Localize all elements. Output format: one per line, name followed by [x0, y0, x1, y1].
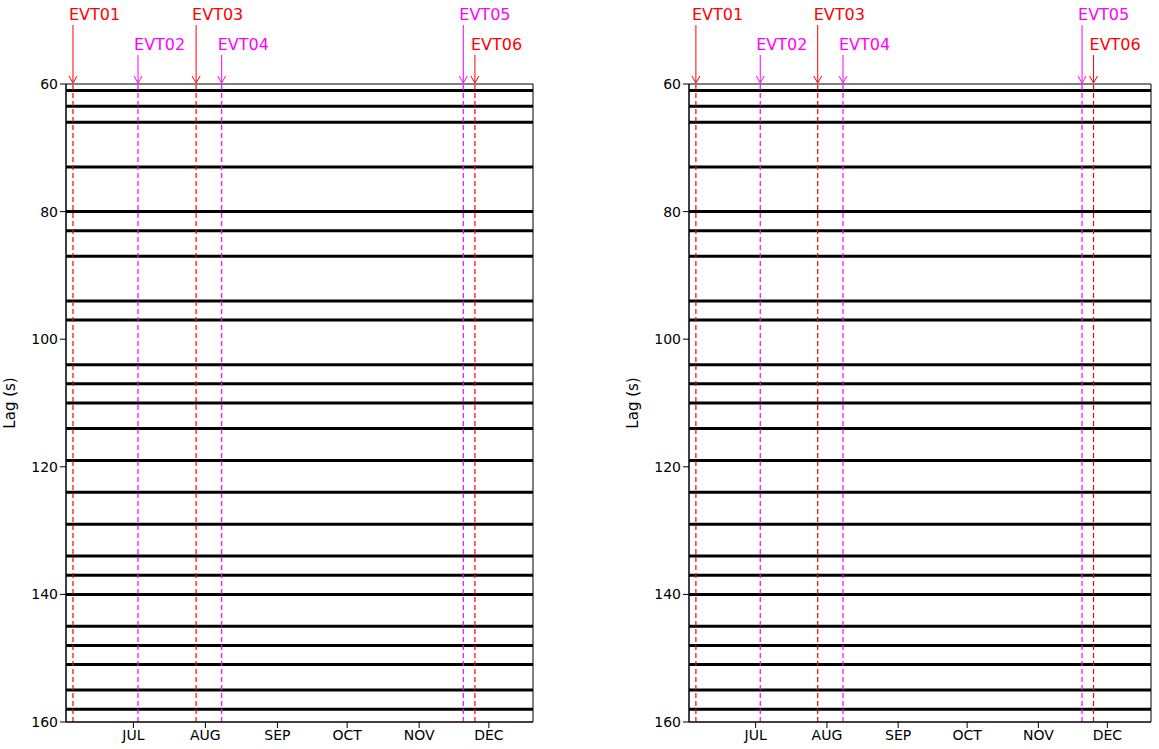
svg-text:140: 140 — [654, 586, 681, 602]
svg-text:SEP: SEP — [264, 727, 290, 743]
svg-text:EVT04: EVT04 — [839, 35, 890, 54]
svg-text:NOV: NOV — [404, 727, 435, 743]
svg-text:80: 80 — [663, 204, 681, 220]
svg-text:JUL: JUL — [121, 727, 144, 743]
svg-text:EVT06: EVT06 — [1090, 35, 1141, 54]
svg-text:120: 120 — [31, 459, 58, 475]
svg-text:60: 60 — [663, 76, 681, 92]
svg-text:SEP: SEP — [885, 727, 911, 743]
svg-text:60: 60 — [40, 76, 58, 92]
svg-text:80: 80 — [40, 204, 58, 220]
svg-text:EVT01: EVT01 — [69, 5, 120, 24]
svg-text:EVT04: EVT04 — [218, 35, 269, 54]
svg-text:160: 160 — [654, 714, 681, 730]
svg-text:Lag (s): Lag (s) — [1, 377, 19, 428]
svg-text:EVT03: EVT03 — [192, 5, 243, 24]
svg-text:140: 140 — [31, 586, 58, 602]
svg-text:EVT02: EVT02 — [134, 35, 185, 54]
svg-text:120: 120 — [654, 459, 681, 475]
svg-text:EVT01: EVT01 — [692, 5, 743, 24]
svg-text:100: 100 — [654, 331, 681, 347]
svg-text:EVT05: EVT05 — [1078, 5, 1129, 24]
svg-text:EVT02: EVT02 — [756, 35, 807, 54]
svg-text:Lag (s): Lag (s) — [624, 377, 642, 428]
svg-text:NOV: NOV — [1023, 727, 1054, 743]
svg-text:EVT05: EVT05 — [459, 5, 510, 24]
svg-text:AUG: AUG — [812, 727, 843, 743]
svg-text:OCT: OCT — [332, 727, 362, 743]
svg-text:OCT: OCT — [952, 727, 982, 743]
svg-text:EVT06: EVT06 — [471, 35, 522, 54]
svg-text:AUG: AUG — [190, 727, 221, 743]
svg-text:DEC: DEC — [474, 727, 504, 743]
svg-text:160: 160 — [31, 714, 58, 730]
svg-text:100: 100 — [31, 331, 58, 347]
svg-text:EVT03: EVT03 — [814, 5, 865, 24]
svg-text:JUL: JUL — [744, 727, 767, 743]
svg-text:DEC: DEC — [1093, 727, 1123, 743]
